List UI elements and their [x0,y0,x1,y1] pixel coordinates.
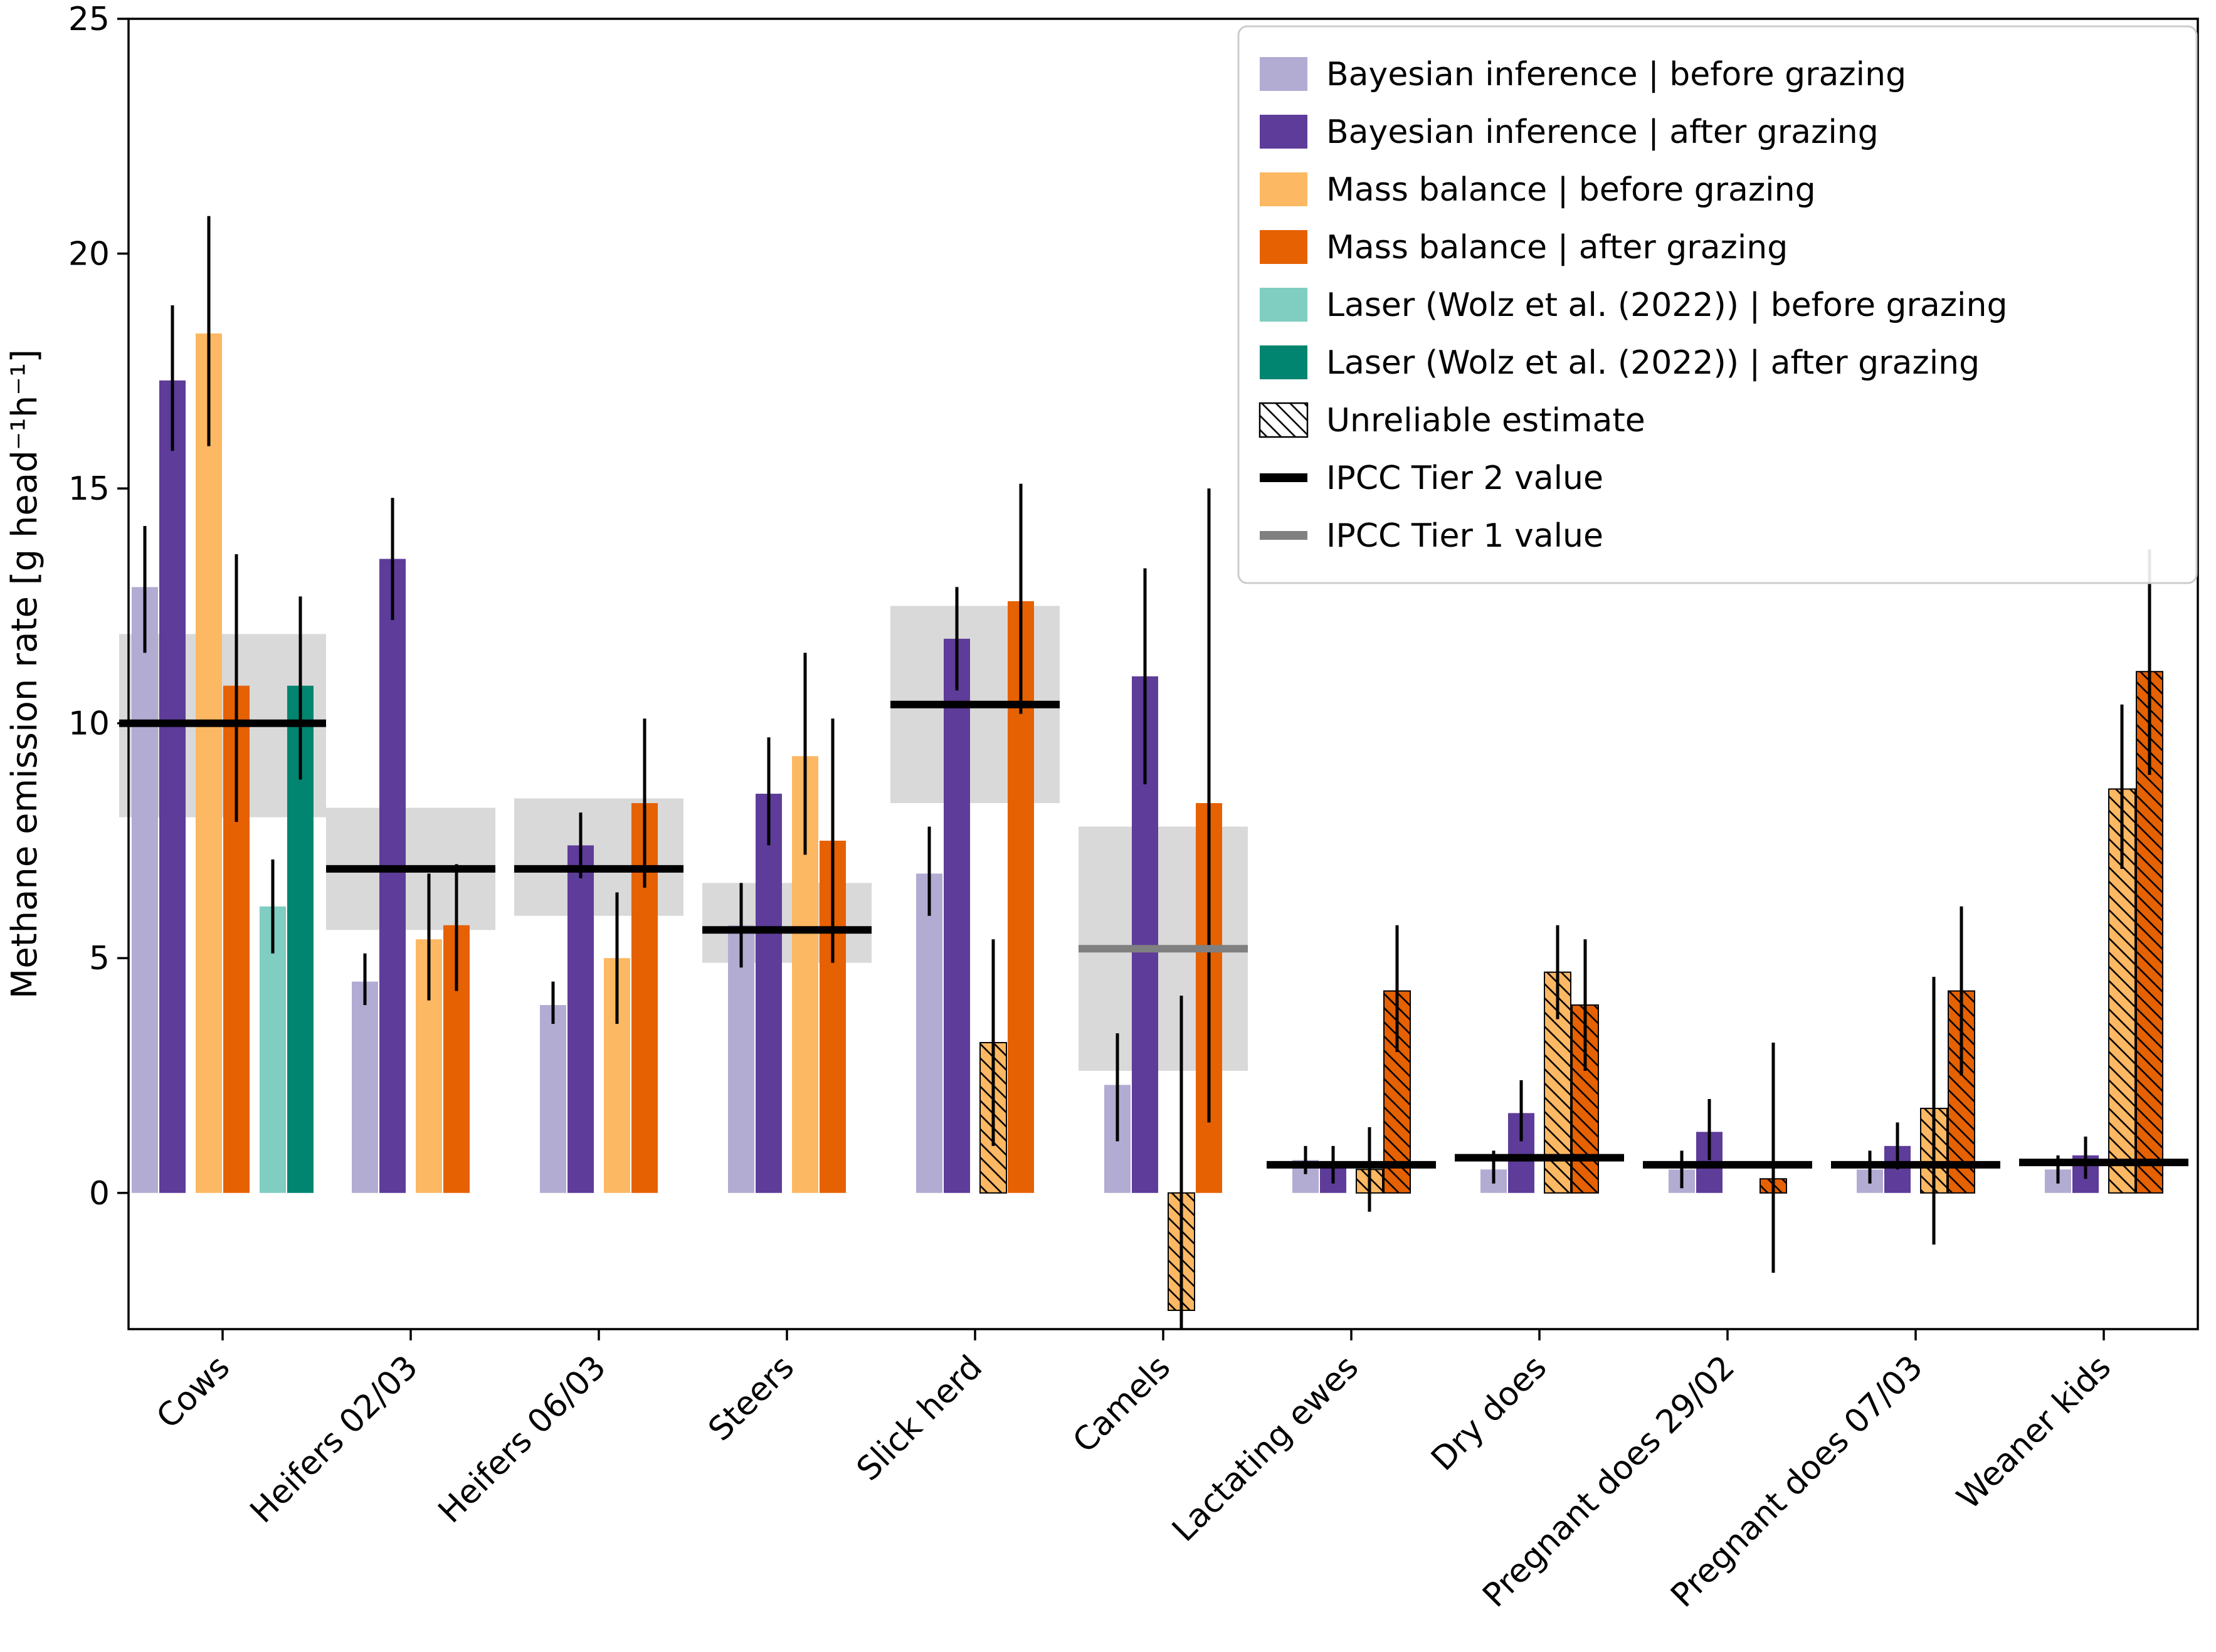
ipcc-uncertainty-band [514,798,683,916]
legend-label: Laser (Wolz et al. (2022)) | after grazi… [1326,344,1980,382]
layer-reference-lines [119,700,2188,1169]
x-tick-label: Slick herd [850,1349,989,1488]
x-tick-label: Cows [149,1349,237,1436]
bar-bayes_before [352,981,378,1193]
legend-label: Bayesian inference | before grazing [1326,56,1906,93]
legend-swatch [1260,288,1307,322]
legend-label: IPCC Tier 1 value [1326,517,1603,555]
bar-bayes_before [728,925,754,1193]
y-tick-label: 10 [68,705,110,743]
legend-label: Laser (Wolz et al. (2022)) | before graz… [1326,287,2007,324]
y-tick-label: 15 [68,470,110,508]
legend-label: Mass balance | before grazing [1326,171,1816,209]
x-tick-label: Heifers 06/03 [431,1349,613,1530]
x-tick-label: Camels [1066,1349,1178,1460]
y-axis-label: Methane emission rate [g head⁻¹h⁻¹] [4,349,45,999]
axes-frame [127,18,2199,1330]
bar-bayes_before [916,873,942,1193]
legend-swatch [1260,57,1307,91]
legend-label: Bayesian inference | after grazing [1326,113,1879,151]
x-tick-label: Lactating ewes [1165,1349,1366,1549]
x-tick-label: Steers [701,1349,801,1449]
y-tick-label: 25 [68,1,110,38]
y-tick-label: 20 [68,236,110,273]
bar-laser_before [260,906,286,1193]
bar-bayes_after [944,638,970,1193]
layer-error-bars [143,216,2151,1329]
legend-swatch [1260,230,1307,264]
legend-swatch [1260,172,1307,206]
legend-label: IPCC Tier 2 value [1326,460,1603,497]
bar-mass_before [196,333,222,1193]
legend: Bayesian inference | before grazing Bayes… [1237,25,2198,584]
bar-bayes_before [132,587,158,1193]
legend-label: Mass balance | after grazing [1326,229,1788,266]
x-tick-label: Dry does [1424,1349,1554,1478]
legend-swatch-hatch [1258,402,1309,438]
bar-bayes_before [540,1005,566,1193]
legend-swatch [1260,345,1307,379]
ipcc-uncertainty-band [702,883,872,963]
bar-bayes_after [756,794,782,1193]
y-tick-label: 0 [89,1175,110,1213]
x-tick-label: Heifers 02/03 [243,1349,425,1530]
legend-box [1237,25,2198,584]
bar-bayes_after [379,559,406,1193]
y-tick-label: 5 [89,940,110,977]
bar-bayes_after [567,845,594,1193]
x-tick-label: Weaner kids [1950,1349,2119,1517]
legend-label: Unreliable estimate [1326,402,1645,439]
legend-swatch [1260,115,1307,149]
bar-bayes_after [159,380,186,1193]
